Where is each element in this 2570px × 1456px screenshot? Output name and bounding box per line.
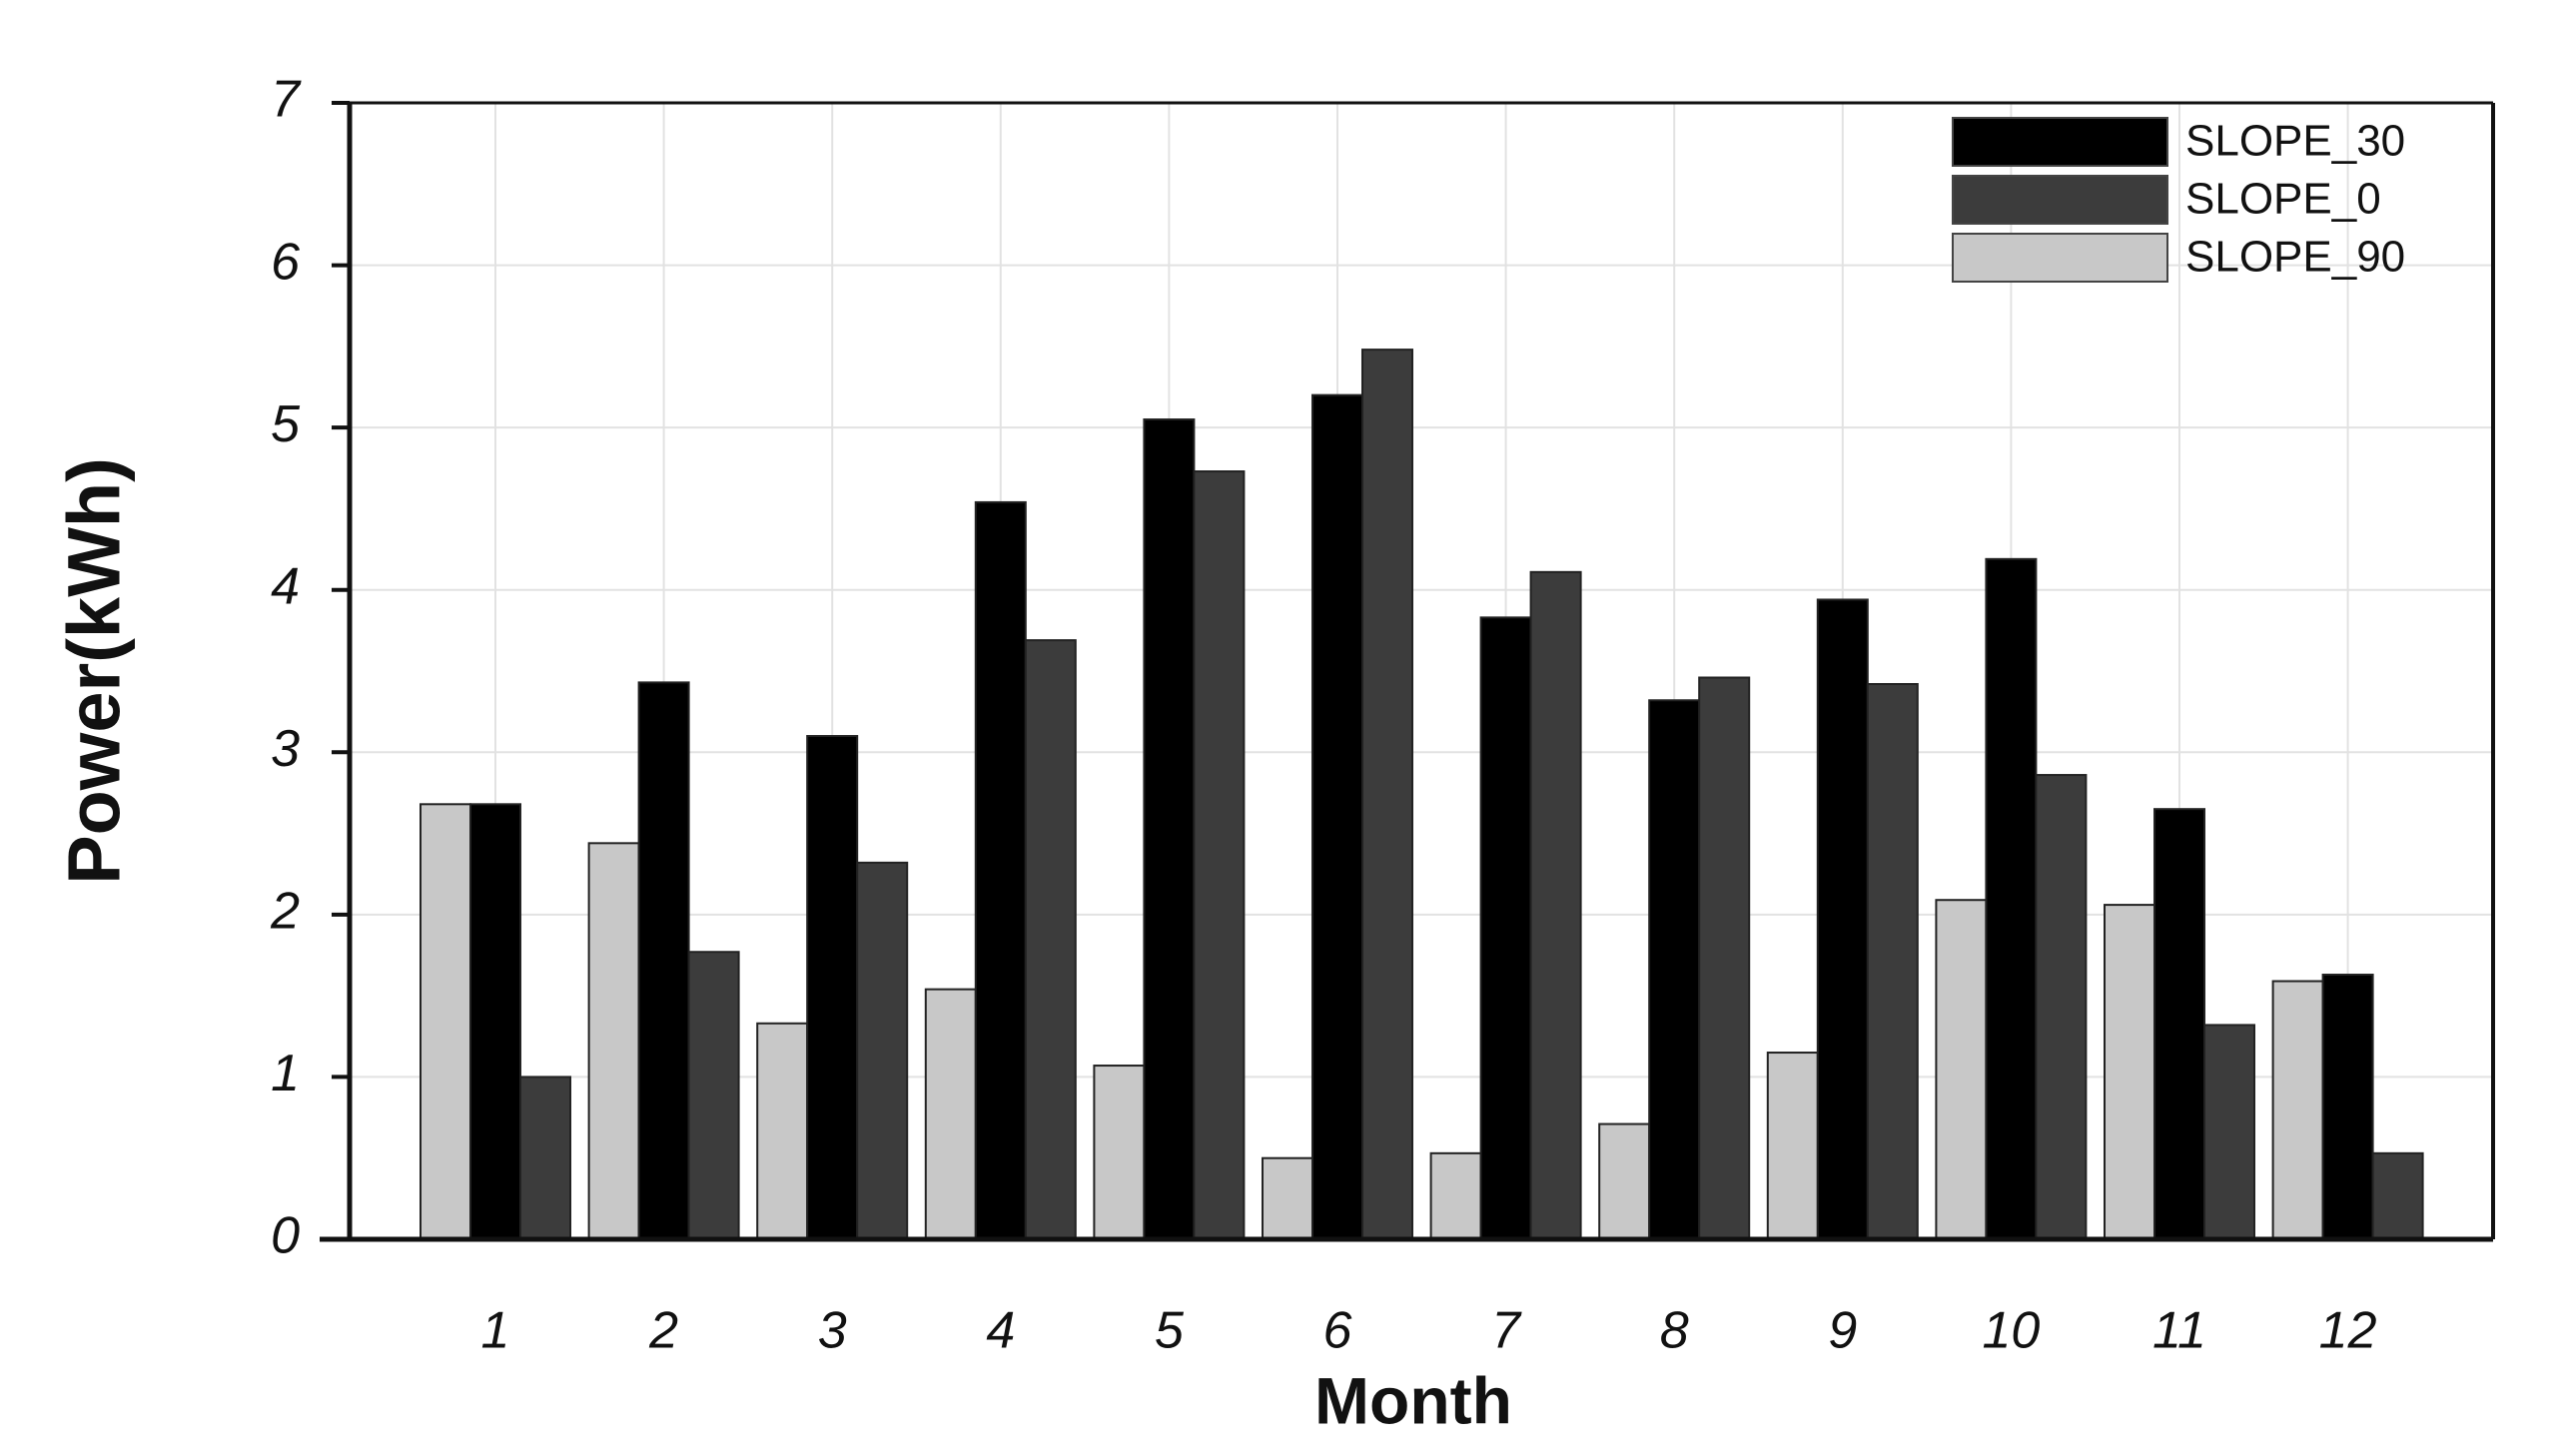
x-tick-label: 4 [986,1302,1015,1360]
bar [2371,1151,2424,1241]
bar [2203,1024,2255,1241]
x-tick-label: 12 [2319,1302,2377,1360]
x-axis-title: Month [1314,1363,1512,1437]
x-tick-label: 9 [1828,1302,1857,1360]
bar [1429,1151,1482,1241]
bar [1598,1122,1651,1241]
bar [1311,393,1363,1240]
bar [519,1076,571,1241]
y-tick-label: 5 [271,395,301,453]
y-tick-label: 7 [271,71,302,129]
bar [1985,557,2038,1240]
bar [1816,598,1869,1240]
x-tick-label: 5 [1155,1302,1185,1360]
bar [1143,418,1196,1240]
legend-swatch [1952,175,2168,225]
bar [587,842,640,1241]
bar [1361,349,1413,1240]
bar [1093,1065,1146,1241]
y-axis-title: Power(kWh) [53,457,136,885]
bar [806,735,859,1240]
bar [420,803,471,1241]
x-tick-label: 7 [1491,1302,1522,1360]
bar [756,1022,809,1241]
bar [637,681,690,1240]
bar [2104,904,2155,1240]
y-tick-label: 3 [271,720,300,778]
legend-label: SLOPE_0 [2185,175,2381,224]
bar [1479,616,1532,1240]
bar [1935,899,1988,1240]
bar [974,500,1027,1240]
bar [1698,676,1751,1240]
legend-swatch [1952,117,2168,167]
bar [469,803,521,1241]
x-tick-label: 1 [481,1302,510,1360]
y-tick-label: 0 [271,1207,300,1265]
bar [924,988,977,1241]
bar [2035,774,2088,1240]
x-tick-label: 3 [818,1302,847,1360]
legend-label: SLOPE_30 [2185,117,2405,166]
bar [1193,470,1246,1240]
legend-label: SLOPE_90 [2185,233,2405,282]
bar [1766,1052,1819,1240]
y-tick-label: 4 [271,557,300,615]
x-tick-label: 11 [2152,1302,2206,1360]
y-tick-label: 6 [271,233,300,291]
bar [1648,699,1701,1240]
y-tick-label: 2 [270,883,300,941]
bar [1866,683,1919,1240]
bar [2153,808,2205,1241]
x-tick-label: 6 [1323,1302,1352,1360]
legend-swatch [1952,233,2168,283]
y-tick-label: 1 [271,1045,300,1102]
bar [1262,1156,1313,1240]
x-tick-label: 10 [1982,1302,2040,1360]
bar [1024,639,1077,1240]
bar [1529,570,1582,1240]
bar [687,951,740,1241]
x-tick-label: 2 [648,1302,678,1360]
bar [2271,980,2324,1240]
bar [856,861,909,1240]
bar [2321,974,2374,1240]
x-tick-label: 8 [1660,1302,1689,1360]
